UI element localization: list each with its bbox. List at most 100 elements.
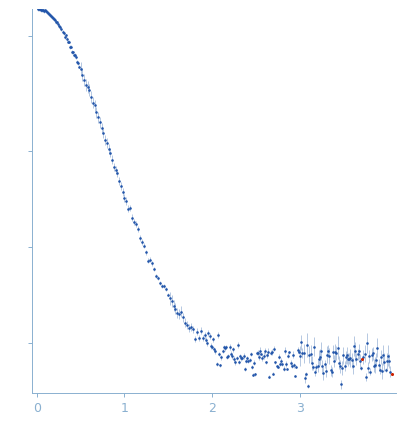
Point — [377, 366, 383, 373]
Point — [223, 343, 229, 350]
Point — [166, 295, 173, 302]
Point — [208, 342, 214, 349]
Point — [319, 362, 326, 369]
Point — [143, 249, 149, 256]
Point — [232, 359, 239, 366]
Point — [57, 24, 64, 31]
Point — [372, 362, 378, 369]
Point — [35, 6, 42, 13]
Point — [371, 362, 377, 369]
Point — [156, 280, 163, 287]
Point — [378, 353, 384, 360]
Point — [52, 17, 59, 24]
Point — [160, 283, 167, 290]
Point — [259, 354, 266, 361]
Point — [273, 363, 280, 370]
Point — [49, 14, 55, 21]
Point — [77, 65, 84, 72]
Point — [55, 21, 61, 28]
Point — [365, 364, 371, 371]
Point — [50, 14, 56, 21]
Point — [226, 343, 233, 350]
Point — [317, 354, 323, 361]
Point — [263, 359, 269, 366]
Point — [266, 373, 273, 380]
Point — [313, 364, 320, 371]
Point — [278, 357, 284, 364]
Point — [347, 354, 354, 361]
Point — [114, 170, 120, 177]
Point — [322, 361, 328, 368]
Point — [172, 305, 179, 312]
Point — [102, 136, 108, 143]
Point — [370, 350, 376, 357]
Point — [311, 343, 317, 350]
Point — [349, 362, 356, 369]
Point — [68, 43, 74, 50]
Point — [129, 214, 135, 221]
Point — [139, 238, 145, 245]
Point — [300, 350, 307, 357]
Point — [243, 358, 249, 365]
Point — [60, 30, 67, 37]
Point — [86, 87, 93, 94]
Point — [361, 350, 368, 357]
Point — [54, 19, 61, 26]
Point — [276, 353, 282, 360]
Point — [251, 359, 257, 366]
Point — [186, 325, 193, 332]
Point — [340, 352, 347, 359]
Point — [74, 59, 80, 66]
Point — [127, 205, 133, 212]
Point — [381, 358, 388, 365]
Point — [244, 355, 250, 362]
Point — [320, 370, 327, 377]
Point — [256, 354, 262, 361]
Point — [318, 347, 324, 354]
Point — [71, 52, 78, 59]
Point — [280, 365, 287, 372]
Point — [39, 6, 45, 13]
Point — [306, 351, 313, 358]
Point — [298, 339, 304, 346]
Point — [180, 314, 187, 321]
Point — [79, 71, 86, 78]
Point — [248, 351, 254, 358]
Point — [304, 341, 310, 348]
Point — [44, 10, 51, 17]
Point — [105, 146, 112, 153]
Point — [253, 350, 260, 357]
Point — [293, 363, 300, 370]
Point — [82, 81, 89, 88]
Point — [379, 368, 385, 375]
Point — [63, 36, 70, 43]
Point — [131, 218, 137, 225]
Point — [324, 351, 330, 358]
Point — [346, 355, 353, 362]
Point — [152, 273, 159, 280]
Point — [93, 109, 99, 116]
Point — [290, 351, 296, 358]
Point — [296, 348, 302, 355]
Point — [40, 7, 46, 14]
Point — [182, 319, 189, 326]
Point — [203, 336, 209, 343]
Point — [184, 322, 191, 329]
Point — [352, 348, 358, 355]
Point — [335, 344, 341, 351]
Point — [225, 353, 231, 360]
Point — [41, 7, 48, 14]
Point — [111, 163, 117, 170]
Point — [227, 350, 234, 357]
Point — [261, 347, 268, 354]
Point — [327, 367, 334, 374]
Point — [348, 357, 355, 364]
Point — [360, 354, 366, 361]
Point — [125, 205, 131, 212]
Point — [358, 364, 364, 371]
Point — [72, 51, 78, 58]
Point — [277, 361, 283, 368]
Point — [274, 363, 281, 370]
Point — [330, 349, 336, 356]
Point — [236, 359, 242, 366]
